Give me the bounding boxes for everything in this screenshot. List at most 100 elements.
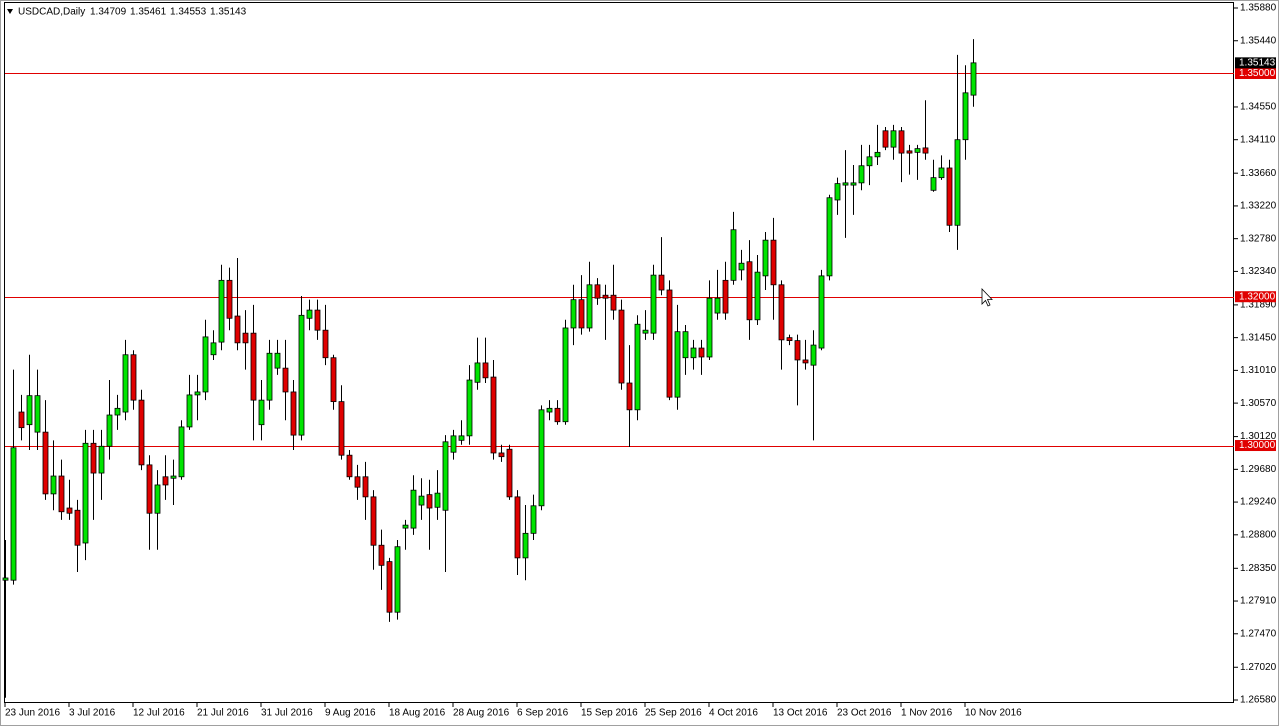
candle-body	[458, 435, 465, 441]
last-price-box	[1235, 57, 1276, 69]
candle-body	[682, 331, 689, 359]
y-tick-label: 1.32780	[1240, 233, 1277, 244]
candle-body	[898, 130, 905, 154]
candle-body	[402, 524, 409, 529]
candle-body	[634, 323, 641, 411]
y-tick-label: 1.27470	[1240, 628, 1277, 639]
candle-body	[850, 182, 857, 186]
candle-body	[330, 357, 337, 403]
candle-body	[802, 359, 809, 364]
candle-body	[42, 431, 49, 495]
header-close: 1.35143	[210, 7, 247, 18]
candle-body	[626, 382, 633, 411]
candle-body	[282, 367, 289, 393]
candle-body	[530, 505, 537, 534]
candle-body	[482, 362, 489, 379]
y-tick-label: 1.30120	[1240, 431, 1277, 442]
candle-body	[66, 507, 73, 514]
candle-body	[290, 391, 297, 436]
last-price-label: 1.35143	[1239, 57, 1276, 68]
mouse-cursor	[981, 288, 993, 307]
candle-body	[170, 475, 177, 479]
candle-body	[338, 401, 345, 456]
x-tick-label: 28 Aug 2016	[453, 708, 510, 719]
candle-body	[594, 284, 601, 299]
candle-body	[706, 297, 713, 358]
candle-body	[762, 239, 769, 277]
candle-body	[962, 92, 969, 141]
candle-body	[410, 489, 417, 529]
candle-body	[434, 492, 441, 508]
candle-body	[82, 442, 89, 544]
candle-body	[666, 289, 673, 398]
y-tick-label: 1.30570	[1240, 398, 1277, 409]
y-tick-label: 1.26580	[1240, 695, 1277, 706]
y-tick-label: 1.31450	[1240, 332, 1277, 343]
header-open: 1.34709	[90, 7, 127, 18]
candle-body	[610, 294, 617, 311]
candle-body	[274, 352, 281, 369]
candle-body	[466, 379, 473, 437]
candle-body	[722, 279, 729, 314]
candle-body	[378, 544, 385, 566]
candle-body	[730, 229, 737, 281]
candle-body	[298, 314, 305, 436]
candle-body	[386, 561, 393, 613]
candle-body	[826, 197, 833, 277]
y-tick-label: 1.33660	[1240, 168, 1277, 179]
candle-body	[306, 309, 313, 319]
candle-body	[906, 150, 913, 154]
candle-body	[650, 274, 657, 334]
candle-body	[690, 347, 697, 359]
candle-body	[250, 332, 257, 401]
candle-body	[186, 394, 193, 428]
candle-body	[178, 426, 185, 478]
y-tick-label: 1.33220	[1240, 201, 1277, 212]
candle-body	[698, 347, 705, 358]
candle-body	[98, 445, 105, 474]
candle-body	[490, 376, 497, 454]
candle-body	[954, 139, 961, 226]
candle-body	[474, 362, 481, 383]
y-tick-label: 1.32340	[1240, 266, 1277, 277]
candle-body	[2, 577, 9, 581]
candle-body	[514, 496, 521, 559]
candle-body	[882, 130, 889, 148]
candle-body	[970, 62, 977, 96]
x-tick-label: 31 Jul 2016	[261, 708, 313, 719]
candle-body	[642, 329, 649, 334]
candle-body	[858, 165, 865, 184]
y-tick-label: 1.27020	[1240, 662, 1277, 673]
level-label: 1.35000	[1239, 68, 1276, 79]
candle-body	[26, 395, 33, 426]
y-tick-label: 1.28350	[1240, 563, 1277, 574]
candle-body	[818, 275, 825, 349]
candle-body	[890, 130, 897, 148]
y-tick-label: 1.35880	[1240, 3, 1277, 14]
candle-body	[162, 476, 169, 486]
candle-body	[18, 411, 25, 429]
candle-body	[938, 167, 945, 179]
candle-body	[554, 407, 561, 423]
candle-body	[714, 297, 721, 314]
candle-body	[522, 532, 529, 559]
candle-body	[546, 407, 553, 413]
candle-body	[450, 435, 457, 453]
candle-body	[618, 309, 625, 384]
candle-body	[34, 395, 41, 433]
candle-body	[578, 299, 585, 329]
x-tick-label: 4 Oct 2016	[709, 708, 758, 719]
y-tick-label: 1.34110	[1240, 134, 1276, 145]
candle-body	[874, 151, 881, 158]
candle-body	[266, 352, 273, 401]
x-tick-label: 9 Aug 2016	[325, 708, 376, 719]
candle-body	[74, 509, 81, 546]
candle-body	[570, 299, 577, 329]
candle-body	[562, 327, 569, 423]
y-tick-label: 1.31890	[1240, 300, 1277, 311]
candle-body	[354, 476, 361, 488]
candle-body	[362, 476, 369, 498]
x-tick-label: 18 Aug 2016	[389, 708, 446, 719]
menu-arrow[interactable]	[7, 9, 13, 14]
candle-body	[914, 148, 921, 153]
